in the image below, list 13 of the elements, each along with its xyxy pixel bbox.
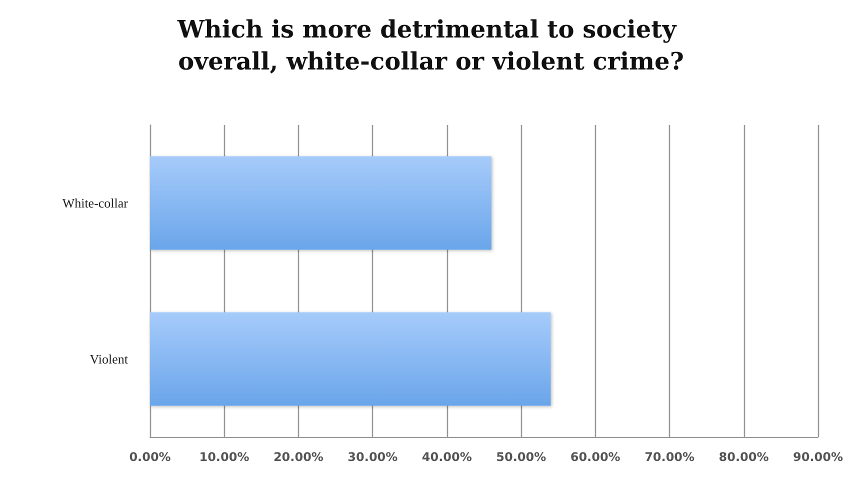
x-tick-label: 20.00% xyxy=(273,450,324,464)
y-tick-label: Violent xyxy=(90,352,128,366)
x-tick-label: 60.00% xyxy=(570,450,620,464)
x-tick-label: 40.00% xyxy=(422,450,472,464)
x-tick-label: 30.00% xyxy=(348,450,398,464)
x-tick-label: 90.00% xyxy=(793,450,843,464)
x-tick-label: 0.00% xyxy=(129,450,171,464)
y-tick-label: White-collar xyxy=(62,196,129,210)
chart-title: Which is more detrimental to society overall, white-collar or violent crime? xyxy=(176,14,685,76)
x-tick-label: 70.00% xyxy=(644,450,695,464)
x-tick-label: 50.00% xyxy=(496,450,546,464)
x-tick-label: 80.00% xyxy=(718,450,769,464)
x-tick-label: 10.00% xyxy=(199,450,250,464)
